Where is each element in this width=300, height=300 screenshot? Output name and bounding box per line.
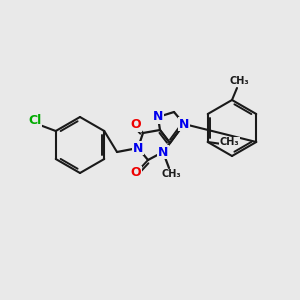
Text: Cl: Cl — [28, 115, 41, 128]
Text: O: O — [131, 167, 141, 179]
Text: N: N — [158, 146, 168, 158]
Text: N: N — [179, 118, 189, 130]
Text: N: N — [153, 110, 163, 124]
Text: CH₃: CH₃ — [229, 76, 249, 86]
Text: O: O — [131, 118, 141, 131]
Text: CH₃: CH₃ — [220, 137, 240, 147]
Text: CH₃: CH₃ — [161, 169, 181, 179]
Text: N: N — [133, 142, 143, 154]
